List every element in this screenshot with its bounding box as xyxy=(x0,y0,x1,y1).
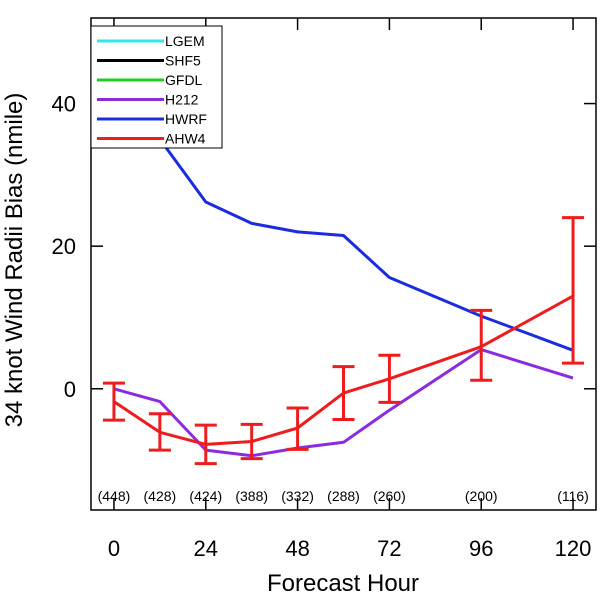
legend: LGEM SHF5 GFDL H212 HWRF AHW4 xyxy=(90,25,223,149)
sample-count-label: (448) xyxy=(98,488,131,504)
sample-count-label: (388) xyxy=(235,488,268,504)
sample-count-label: (200) xyxy=(465,488,498,504)
axis-tick-labels: 0 24 48 72 96 120 0 20 40 xyxy=(52,92,592,561)
x-axis-title: Forecast Hour xyxy=(267,570,419,597)
sample-count-label: (116) xyxy=(557,488,589,504)
plot-frame xyxy=(90,17,597,511)
x-tick-label: 24 xyxy=(194,536,218,561)
x-tick-label: 96 xyxy=(469,536,493,561)
error-bar xyxy=(332,365,355,421)
error-bar xyxy=(102,381,125,422)
error-bar xyxy=(286,406,309,451)
sample-count-label: (424) xyxy=(189,488,222,504)
sample-count-labels: (448) (428) (424) (388) (332) (288) (260) (200)… xyxy=(98,488,589,504)
sample-count-label: (288) xyxy=(327,488,360,504)
legend-label: LGEM xyxy=(165,33,205,49)
x-tick-label: 48 xyxy=(285,536,309,561)
error-bars xyxy=(102,216,585,466)
error-bar xyxy=(148,412,171,452)
legend-label: SHF5 xyxy=(165,53,201,69)
sample-count-label: (332) xyxy=(281,488,314,504)
x-tick-label: 0 xyxy=(108,536,120,561)
x-tick-label: 120 xyxy=(555,536,592,561)
y-tick-label: 20 xyxy=(52,234,76,259)
y-tick-label: 40 xyxy=(52,92,76,117)
y-tick-label: 0 xyxy=(64,377,76,402)
error-bar xyxy=(470,308,493,382)
error-bar xyxy=(194,423,217,466)
legend-label: AHW4 xyxy=(165,131,206,147)
legend-box xyxy=(90,25,223,149)
error-bar xyxy=(378,353,401,404)
legend-label: H212 xyxy=(165,92,199,108)
error-bar xyxy=(240,422,263,461)
x-tick-label: 72 xyxy=(377,536,401,561)
sample-count-label: (428) xyxy=(144,488,177,504)
sample-count-label: (260) xyxy=(373,488,406,504)
series-line-hwrf xyxy=(112,84,574,352)
y-axis-title: 34 knot Wind Radii Bias (nmile) xyxy=(1,93,28,428)
legend-label: HWRF xyxy=(165,111,207,127)
error-bar xyxy=(562,216,585,365)
legend-label: GFDL xyxy=(165,72,203,88)
